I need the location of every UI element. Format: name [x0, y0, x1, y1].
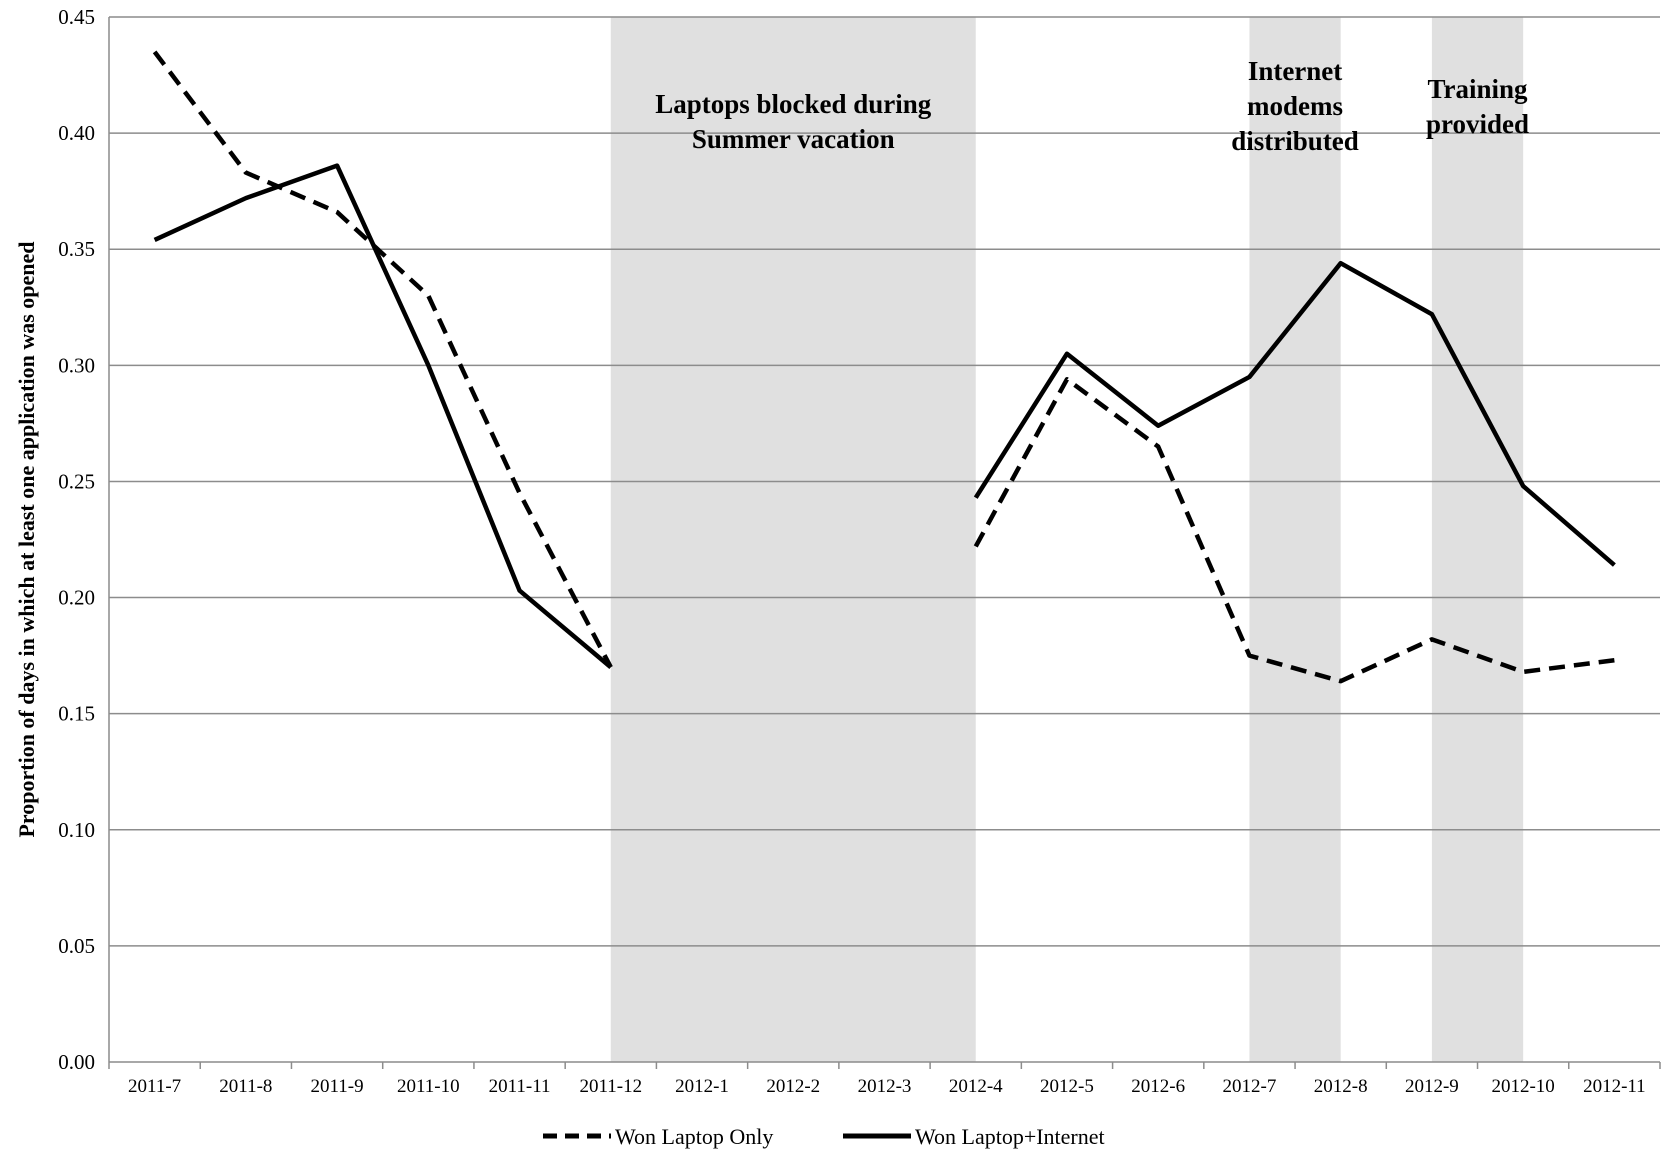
x-tick-label: 2012-11	[1583, 1076, 1646, 1097]
region-annotation-text: modems	[1247, 91, 1343, 121]
x-tick-label: 2012-7	[1223, 1076, 1277, 1097]
region-annotation-text: Internet	[1248, 56, 1342, 86]
region-annotation-text: Laptops blocked during	[655, 89, 932, 119]
region-annotations: Laptops blocked during Summer vacation Int…	[655, 56, 1529, 156]
legend: Won Laptop Only Won Laptop+Internet	[543, 1124, 1105, 1149]
x-tick-label: 2011-8	[219, 1076, 272, 1097]
y-tick-label: 0.30	[58, 353, 95, 377]
y-tick-label: 0.25	[58, 469, 95, 493]
y-tick-labels: 0.00 0.05 0.10 0.15 0.20 0.25 0.30 0.35 0.40 0.45	[58, 5, 95, 1074]
data-series	[152, 50, 1616, 684]
x-tick-label: 2011-7	[128, 1076, 181, 1097]
x-tick-label: 2012-5	[1040, 1076, 1094, 1097]
y-tick-label: 0.20	[58, 586, 95, 610]
y-tick-label: 0.05	[58, 934, 95, 958]
y-tick-label: 0.15	[58, 702, 95, 726]
shaded-region-1	[610, 17, 976, 1062]
x-tick-label: 2012-3	[858, 1076, 912, 1097]
gridlines	[109, 16, 1660, 947]
shaded-regions	[610, 17, 1524, 1062]
x-tick-labels: 2011-7 2011-8 2011-9 2011-10 2011-11 2011-12 2…	[128, 1076, 1646, 1097]
y-tick-label: 0.00	[58, 1050, 95, 1074]
x-tick-label: 2011-12	[579, 1076, 642, 1097]
legend-label: Won Laptop Only	[615, 1124, 773, 1149]
region-annotation-text: Summer vacation	[692, 124, 895, 154]
y-tick-label: 0.10	[58, 818, 95, 842]
legend-label: Won Laptop+Internet	[915, 1124, 1105, 1149]
series-line-won-laptop-only	[152, 50, 613, 669]
x-tick-label: 2012-2	[766, 1076, 820, 1097]
x-tick-label: 2012-6	[1131, 1076, 1185, 1097]
y-axis-label: Proportion of days in which at least one…	[14, 241, 39, 837]
x-tick-label: 2012-10	[1491, 1076, 1554, 1097]
series-line-won-laptop-internet	[153, 163, 613, 669]
y-tick-label: 0.40	[58, 121, 95, 145]
region-annotation-text: distributed	[1231, 126, 1359, 156]
shaded-region-3	[1431, 17, 1524, 1062]
x-tick-label: 2012-8	[1314, 1076, 1368, 1097]
axes	[108, 17, 1661, 1069]
y-tick-label: 0.45	[58, 5, 95, 29]
x-tick-label: 2011-9	[311, 1076, 364, 1097]
y-tick-label: 0.35	[58, 237, 95, 261]
x-tick-label: 2012-1	[675, 1076, 729, 1097]
x-tick-label: 2011-11	[489, 1076, 551, 1097]
x-tick-label: 2012-9	[1405, 1076, 1459, 1097]
series-line-won-laptop-internet	[973, 260, 1616, 567]
region-annotation-text: Training	[1428, 74, 1529, 104]
series-line-won-laptop-only	[973, 377, 1615, 684]
shaded-region-2	[1249, 17, 1341, 1062]
x-tick-label: 2012-4	[949, 1076, 1003, 1097]
region-annotation-text: provided	[1426, 109, 1529, 139]
x-tick-label: 2011-10	[397, 1076, 460, 1097]
